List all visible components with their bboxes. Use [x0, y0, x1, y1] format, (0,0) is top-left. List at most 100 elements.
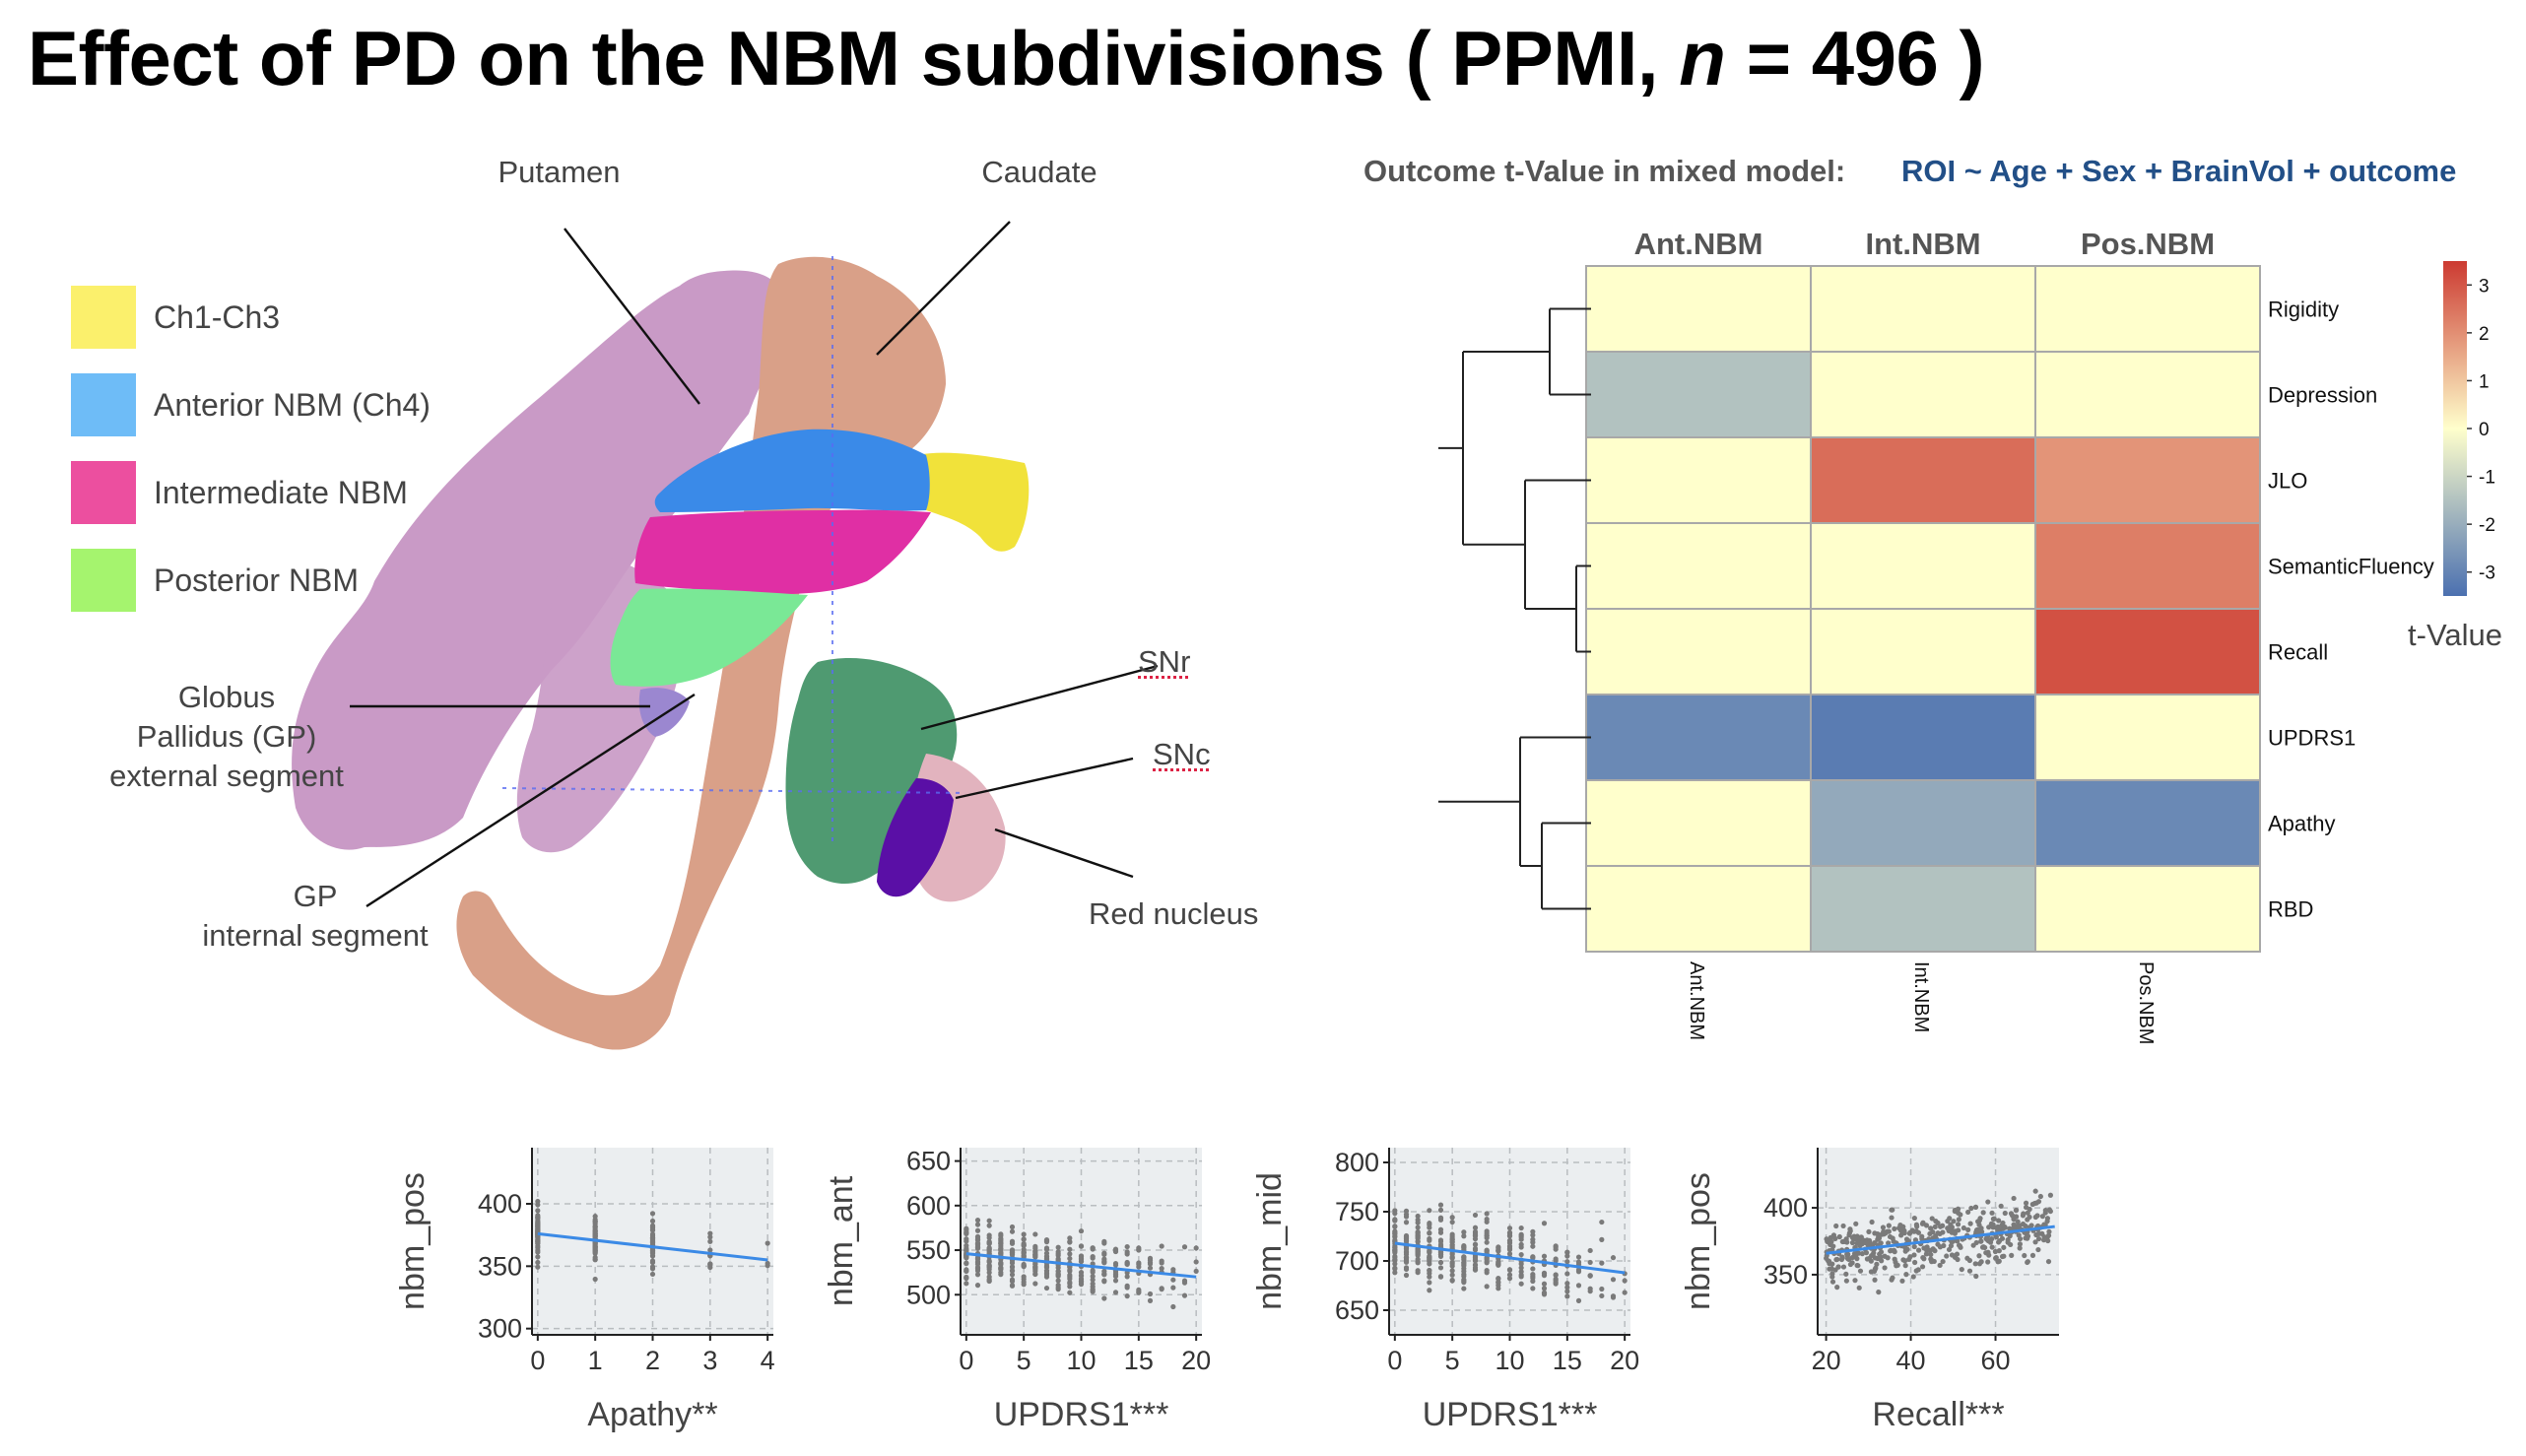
scatter-point — [1112, 1248, 1119, 1255]
scatter-point — [1834, 1285, 1840, 1291]
scatter-point — [535, 1221, 541, 1226]
scatter-point — [1852, 1278, 1858, 1284]
scatter-point — [1461, 1243, 1467, 1249]
scatter-point — [1427, 1280, 1432, 1286]
heatmap-row-label: Apathy — [2268, 812, 2336, 836]
scatter-point — [1021, 1242, 1027, 1248]
scatter-point — [1067, 1255, 1073, 1262]
scatter-point — [1032, 1267, 1038, 1273]
scatter-point — [1530, 1286, 1536, 1291]
scatter-point — [1067, 1272, 1073, 1278]
scatter-point — [1427, 1208, 1432, 1214]
scatter-point — [1078, 1243, 1085, 1249]
intermediate-nbm-shape — [634, 509, 931, 594]
scatter-point — [1112, 1262, 1119, 1268]
scatter-point — [1427, 1253, 1432, 1259]
scatter-point — [535, 1215, 541, 1221]
scatter-point — [1836, 1233, 1842, 1240]
scatter-point — [1622, 1278, 1628, 1284]
scatter-point — [1897, 1223, 1903, 1228]
scatter-point — [1159, 1287, 1164, 1292]
x-tick-label: 3 — [702, 1346, 717, 1375]
scatter-point — [1021, 1253, 1027, 1259]
heatmap-cell — [1810, 351, 2036, 438]
scatter-point — [1009, 1277, 1016, 1283]
scatter-point — [1472, 1224, 1479, 1230]
scatter-point — [1437, 1274, 1444, 1280]
scatter-point — [1090, 1245, 1096, 1251]
heatmap-cell — [1810, 608, 2036, 695]
gp-internal-label: GP internal segment — [158, 877, 473, 956]
scatter-point — [1506, 1237, 1513, 1243]
scatter-point — [1911, 1228, 1917, 1234]
heatmap-row-label: Depression — [2268, 383, 2377, 408]
scatter-point — [1449, 1254, 1455, 1260]
scatter-point — [1995, 1239, 2002, 1245]
scatter-point — [974, 1244, 981, 1251]
scatter-point — [974, 1283, 981, 1289]
scatter-point — [1541, 1286, 1548, 1291]
scatter-point — [1972, 1204, 1979, 1210]
scatter-point — [1449, 1278, 1455, 1284]
scatter-point — [1021, 1263, 1027, 1269]
scatter-point — [1622, 1290, 1628, 1295]
scatter-point — [2025, 1233, 2031, 1239]
scatter-point — [1032, 1281, 1038, 1287]
scatter-point — [1944, 1253, 1950, 1259]
scatter-point — [1415, 1238, 1421, 1245]
scatter-point — [1403, 1236, 1410, 1242]
scatter-point — [1876, 1290, 1882, 1295]
scatter-point — [1090, 1281, 1096, 1287]
scatter-point — [1961, 1224, 1966, 1231]
scatter-point — [1932, 1248, 1938, 1254]
scatter-point — [2002, 1224, 2008, 1230]
scatter-point — [998, 1240, 1004, 1247]
anatomy-illustration — [292, 221, 1159, 1050]
scatter-point — [986, 1277, 992, 1283]
scatter-point — [974, 1227, 981, 1233]
scatter-point — [1392, 1233, 1398, 1239]
legend-label: Anterior NBM (Ch4) — [154, 387, 431, 423]
heatmap-cell — [2034, 865, 2261, 953]
scatter-point — [1472, 1230, 1479, 1236]
scatter-point — [1875, 1236, 1881, 1242]
scatter-point — [764, 1240, 770, 1246]
scatter-point — [1101, 1238, 1107, 1244]
scatter-point — [1855, 1239, 1861, 1245]
scatter-point — [1575, 1254, 1582, 1260]
scatter-point — [1893, 1259, 1898, 1265]
scatter-point — [592, 1221, 598, 1226]
scatter-point — [592, 1233, 598, 1240]
scatter-point — [1587, 1247, 1593, 1254]
scatter-point — [1937, 1262, 1943, 1269]
scatter-point — [1392, 1211, 1398, 1217]
heatmap-cell — [1585, 351, 1812, 438]
colorbar — [2443, 261, 2467, 596]
scatter-point — [1136, 1264, 1142, 1270]
scatter-point — [974, 1218, 981, 1224]
scatter-point — [1403, 1272, 1410, 1279]
legend-swatch — [71, 373, 136, 436]
putamen-shape — [292, 270, 788, 850]
heatmap-column-header: Pos.NBM — [2081, 227, 2215, 261]
scatter-point — [1906, 1230, 1912, 1236]
scatter-point — [764, 1263, 770, 1269]
scatter-point — [1415, 1217, 1421, 1223]
gp-internal-line-1: GP — [293, 879, 338, 913]
x-tick-label: 60 — [1981, 1346, 2011, 1375]
scatter-point — [1415, 1224, 1421, 1230]
scatter-point — [1415, 1268, 1421, 1274]
x-tick-label: 20 — [1610, 1346, 1639, 1375]
colorbar-tick-label: 3 — [2479, 276, 2490, 297]
scatter-point — [649, 1218, 656, 1224]
scatter-point — [1843, 1236, 1849, 1242]
scatter-point — [649, 1271, 656, 1278]
scatter-point — [2016, 1232, 2022, 1238]
scatter-point — [1461, 1273, 1467, 1279]
scatter-point — [1484, 1235, 1490, 1241]
scatter-point — [1437, 1229, 1444, 1235]
scatter-point — [1892, 1225, 1897, 1232]
scatter-point — [1403, 1214, 1410, 1220]
scatter-point — [1933, 1233, 1939, 1239]
scatter-point — [1907, 1254, 1913, 1260]
